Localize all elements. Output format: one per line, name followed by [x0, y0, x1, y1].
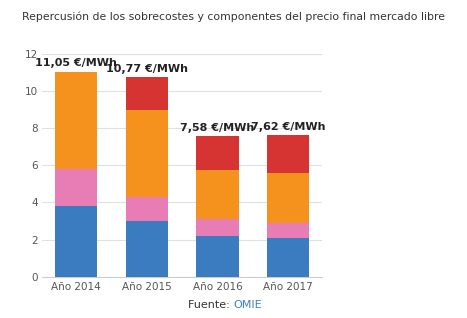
- Text: Interrumpibilidad: Interrumpibilidad: [360, 59, 444, 69]
- Bar: [55, 206, 97, 277]
- Bar: [267, 223, 310, 238]
- Bar: [196, 236, 239, 277]
- Bar: [267, 238, 310, 277]
- Bar: [327, 172, 351, 198]
- Text: OMIE: OMIE: [234, 300, 262, 310]
- Bar: [126, 197, 168, 221]
- Text: 10,77 €/MWh: 10,77 €/MWh: [106, 64, 188, 73]
- Bar: [196, 219, 239, 236]
- Text: Procesos OS: Procesos OS: [360, 139, 419, 149]
- Bar: [126, 77, 168, 110]
- Text: 7,58 €/MWh: 7,58 €/MWh: [180, 123, 255, 133]
- Bar: [327, 52, 351, 78]
- Text: Pagos por Capacidad: Pagos por Capacidad: [360, 99, 462, 109]
- Bar: [126, 110, 168, 197]
- Bar: [196, 170, 239, 219]
- Bar: [327, 92, 351, 118]
- Bar: [55, 72, 97, 169]
- Bar: [55, 169, 97, 206]
- Text: 7,62 €/MWh: 7,62 €/MWh: [251, 122, 325, 132]
- Bar: [196, 136, 239, 170]
- Bar: [126, 221, 168, 277]
- Text: 11,05 €/MWh: 11,05 €/MWh: [35, 58, 117, 68]
- Text: Fuente:: Fuente:: [188, 300, 234, 310]
- Bar: [267, 173, 310, 223]
- Text: Restricciones: Restricciones: [360, 179, 425, 189]
- Bar: [267, 135, 310, 173]
- Text: Repercusión de los sobrecostes y componentes del precio final mercado libre: Repercusión de los sobrecostes y compone…: [22, 11, 445, 22]
- Bar: [327, 132, 351, 158]
